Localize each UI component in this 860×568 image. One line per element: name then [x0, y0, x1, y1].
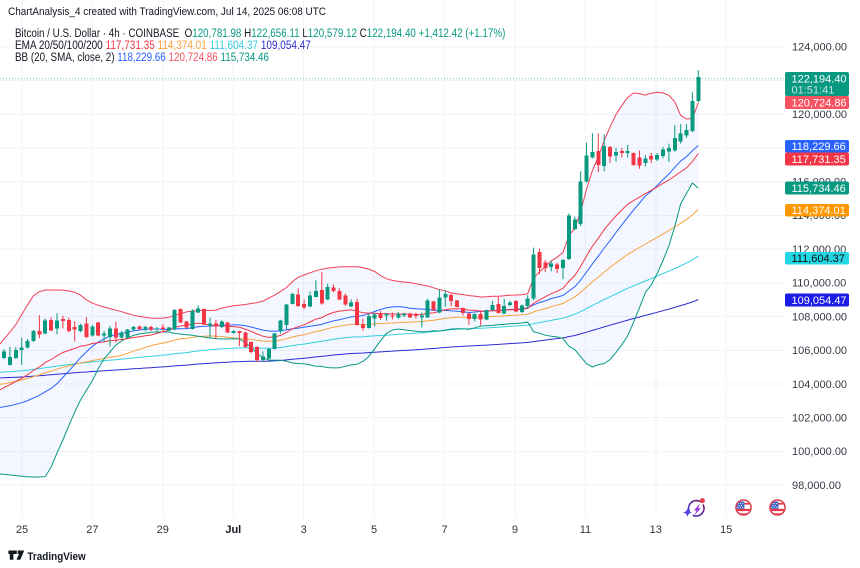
svg-text:108,000.00: 108,000.00 [792, 311, 847, 323]
svg-text:9: 9 [512, 524, 518, 536]
svg-text:109,054.47: 109,054.47 [792, 295, 847, 307]
svg-text:120,000.00: 120,000.00 [792, 109, 847, 121]
svg-text:Jul: Jul [225, 524, 241, 536]
svg-text:5: 5 [371, 524, 377, 536]
svg-text:115,734.46: 115,734.46 [792, 183, 846, 195]
svg-text:27: 27 [86, 524, 98, 536]
svg-text:29: 29 [157, 524, 169, 536]
svg-text:118,229.66: 118,229.66 [792, 141, 846, 153]
svg-text:25: 25 [16, 524, 28, 536]
svg-text:100,000.00: 100,000.00 [792, 446, 847, 458]
svg-text:110,000.00: 110,000.00 [792, 278, 846, 290]
svg-text:122,194.40: 122,194.40 [792, 73, 847, 85]
svg-text:102,000.00: 102,000.00 [792, 413, 847, 425]
svg-text:13: 13 [650, 524, 662, 536]
svg-text:104,000.00: 104,000.00 [792, 379, 847, 391]
svg-text:124,000.00: 124,000.00 [792, 42, 847, 54]
svg-text:11: 11 [580, 524, 591, 536]
svg-text:15: 15 [720, 524, 732, 536]
svg-text:120,724.86: 120,724.86 [792, 97, 847, 109]
svg-text:106,000.00: 106,000.00 [792, 345, 847, 357]
svg-text:7: 7 [441, 524, 447, 536]
svg-text:117,731.35: 117,731.35 [792, 154, 846, 166]
svg-text:114,374.01: 114,374.01 [792, 205, 846, 217]
svg-text:3: 3 [301, 524, 307, 536]
svg-text:TradingView: TradingView [27, 551, 86, 563]
svg-text:98,000.00: 98,000.00 [792, 480, 841, 492]
svg-text:01:51:41: 01:51:41 [792, 84, 835, 96]
svg-text:111,604.37: 111,604.37 [792, 253, 845, 265]
